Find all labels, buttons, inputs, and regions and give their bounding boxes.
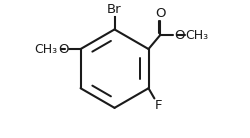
Text: O: O (58, 43, 69, 55)
Text: Br: Br (107, 3, 122, 16)
Text: CH₃: CH₃ (34, 43, 57, 55)
Text: CH₃: CH₃ (186, 29, 208, 42)
Text: O: O (155, 7, 166, 20)
Text: F: F (155, 99, 162, 112)
Text: O: O (174, 29, 184, 42)
